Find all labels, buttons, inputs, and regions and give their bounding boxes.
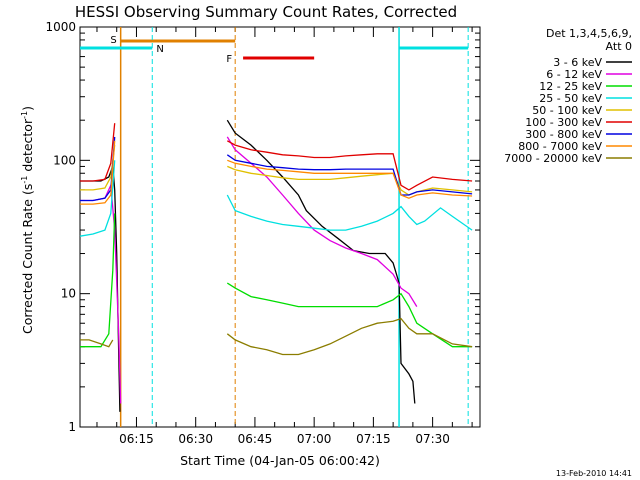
legend-header-line-2: Att 0	[606, 40, 632, 53]
legend-label-3: 25 - 50 keV	[539, 92, 602, 105]
series-line-3-seg-1	[226, 194, 473, 231]
y-tick-label: 1	[68, 420, 76, 434]
y-axis-title-sup2: -1	[20, 111, 29, 119]
series-line-2-seg-0	[80, 213, 116, 348]
axis-ticks	[80, 27, 480, 428]
series-line-8-seg-0	[80, 339, 114, 348]
series-line-5-seg-1	[226, 140, 473, 191]
generation-timestamp: 13-Feb-2010 14:41	[556, 469, 632, 478]
x-tick-labels: 06:15 06:30 06:45 07:00 07:15 07:30	[119, 432, 450, 446]
legend-label-0: 3 - 6 keV	[553, 56, 602, 69]
y-axis-title-main: Corrected Count Rate (s	[20, 184, 35, 334]
x-tick-label: 06:15	[119, 432, 154, 446]
y-tick-label: 1000	[45, 20, 76, 34]
x-tick-label: 06:45	[238, 432, 273, 446]
plot-frame	[79, 26, 481, 428]
series-line-7-seg-1	[227, 159, 473, 199]
series-line-8-seg-1	[226, 317, 473, 356]
y-axis-title: Corrected Count Rate (s-1 detector-1)	[20, 106, 35, 334]
x-tick-label: 07:15	[356, 432, 391, 446]
y-axis-title-end: )	[20, 106, 35, 111]
x-axis-title: Start Time (04-Jan-05 06:00:42)	[180, 453, 380, 468]
series-line-0-seg-1	[226, 119, 416, 404]
y-axis-title-mid: detector	[20, 118, 35, 176]
series-line-5-seg-0	[80, 123, 116, 182]
legend-label-1: 6 - 12 keV	[546, 68, 602, 81]
series-line-6-seg-1	[226, 154, 473, 196]
legend-label-7: 800 - 7000 keV	[518, 140, 602, 153]
observing-flags: S N F	[80, 27, 469, 427]
y-tick-labels: 1 10 100 1000	[45, 20, 76, 434]
legend-label-6: 300 - 800 keV	[525, 128, 602, 141]
saa-label: S	[110, 35, 116, 46]
series-lines	[79, 119, 473, 412]
legend-label-8: 7000 - 20000 keV	[504, 152, 602, 165]
y-axis-title-sup1: -1	[20, 176, 29, 184]
legend-label-5: 100 - 300 keV	[525, 116, 602, 129]
y-tick-label: 100	[53, 153, 76, 167]
flare-label: F	[226, 54, 232, 65]
x-tick-label: 06:30	[178, 432, 213, 446]
series-line-3-seg-0	[79, 160, 116, 237]
legend-label-2: 12 - 25 keV	[539, 80, 602, 93]
chart-title: HESSI Observing Summary Count Rates, Cor…	[75, 3, 457, 21]
series-line-7-seg-0	[80, 140, 116, 205]
x-tick-label: 07:30	[415, 432, 450, 446]
legend-label-4: 50 - 100 keV	[532, 104, 602, 117]
x-tick-label: 07:00	[297, 432, 332, 446]
series-line-1-seg-1	[226, 136, 418, 307]
series-line-2-seg-1	[226, 282, 473, 348]
legend-header-line-1: Det 1,3,4,5,6,9,	[546, 27, 632, 40]
y-tick-label: 10	[61, 287, 76, 301]
night-label: N	[156, 44, 163, 55]
